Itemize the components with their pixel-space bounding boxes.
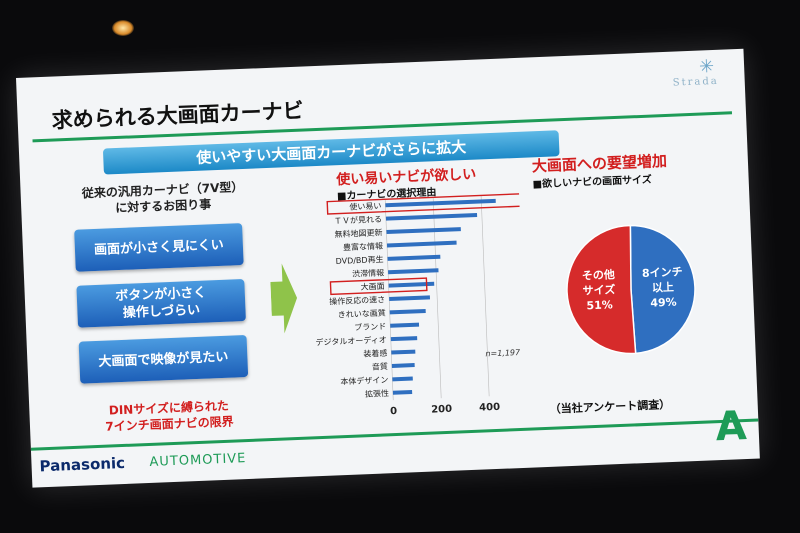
category-label: 渋滞情報 [352,267,384,278]
problem-item-3: 大画面で映像が見たい [78,334,249,384]
bar [386,227,461,235]
category-label: 音質 [372,361,388,372]
x-tick-label: 400 [479,402,500,414]
chart-gridline-1 [432,197,442,399]
strada-logo-icon: ✳ [698,55,715,78]
panasonic-logo: Panasonic [39,453,126,476]
bar [388,268,439,275]
bar [385,198,496,208]
pie-slice-label: 51% [586,298,613,312]
pie-slice-label: サイズ [582,282,615,297]
category-label: ＴＶが見れる [334,214,382,226]
sample-size-note: n=1,197 [485,347,521,359]
category-label: 豊富な情報 [343,241,383,253]
pie-slice-label: 8インチ [642,265,683,280]
presentation-slide: 求められる大画面カーナビ ✳ Strada 使いやすい大画面カーナビがさらに拡大… [16,48,760,488]
category-label: ブランド [354,321,386,332]
category-label: 装着感 [363,348,387,359]
bar [389,308,426,315]
automotive-label: AUTOMOTIVE [149,451,247,470]
chart-gridline-2 [480,195,490,397]
category-label: DVD/BD再生 [335,254,383,266]
problem-item-1-label: 画面が小さく見にくい [93,237,225,258]
x-tick-label: 0 [390,406,397,417]
bar [391,349,416,355]
a-logo-mark: A [714,402,748,451]
category-label: 無料地図更新 [334,227,382,239]
problem-item-2-label: ボタンが小さく 操作しづらい [115,285,207,321]
bar [390,322,420,328]
bar [389,295,431,302]
strada-logo-text: Strada [672,75,719,89]
bar [392,389,413,395]
slide-title: 求められる大画面カーナビ [51,98,305,133]
category-label: デジタルオーディオ [315,334,387,347]
reason-bar-chart: 0 200 400 使い易い ＴＶが見れる無料地図更新豊富な情報DVD/BD再生渋滞情報… [315,192,528,417]
problems-heading: 従来の汎用カーナビ（7V型） に対するお困り事 [81,179,244,216]
category-label: 大画面 [360,281,384,292]
pie-slice-label: 49% [650,296,677,310]
pie-slice-label: 以上 [652,280,675,295]
bar [391,363,415,368]
x-tick-label: 200 [431,404,452,416]
pie-slice-label: その他 [582,267,616,282]
problem-item-2: ボタンが小さく 操作しづらい [76,279,246,328]
survey-source-note: （当社アンケート調査） [549,398,671,416]
category-label: 拡張性 [365,388,389,399]
pie-slice [566,224,637,355]
bar [390,336,418,342]
limit-note: DINサイズに縛られた 7インチ画面ナビの限界 [105,398,234,434]
highlight-box [329,277,428,296]
right-arrow-icon [270,263,298,334]
bar [386,240,457,248]
highlight-box [326,192,528,215]
headline-banner: 使いやすい大画面カーナビがさらに拡大 [102,130,560,175]
category-label: 操作反応の速さ [329,294,385,306]
bar [388,281,435,288]
bar [392,376,413,382]
category-label: きれいな画質 [338,308,386,320]
bar [387,254,441,261]
problem-item-1: 画面が小さく見にくい [74,223,244,272]
problem-item-3-label: 大画面で映像が見たい [98,349,229,370]
category-label: 使い易い [349,200,381,211]
category-label: 本体デザイン [340,375,388,387]
bar [385,213,478,221]
pie-slice [629,224,696,355]
ceiling-light [112,20,134,36]
